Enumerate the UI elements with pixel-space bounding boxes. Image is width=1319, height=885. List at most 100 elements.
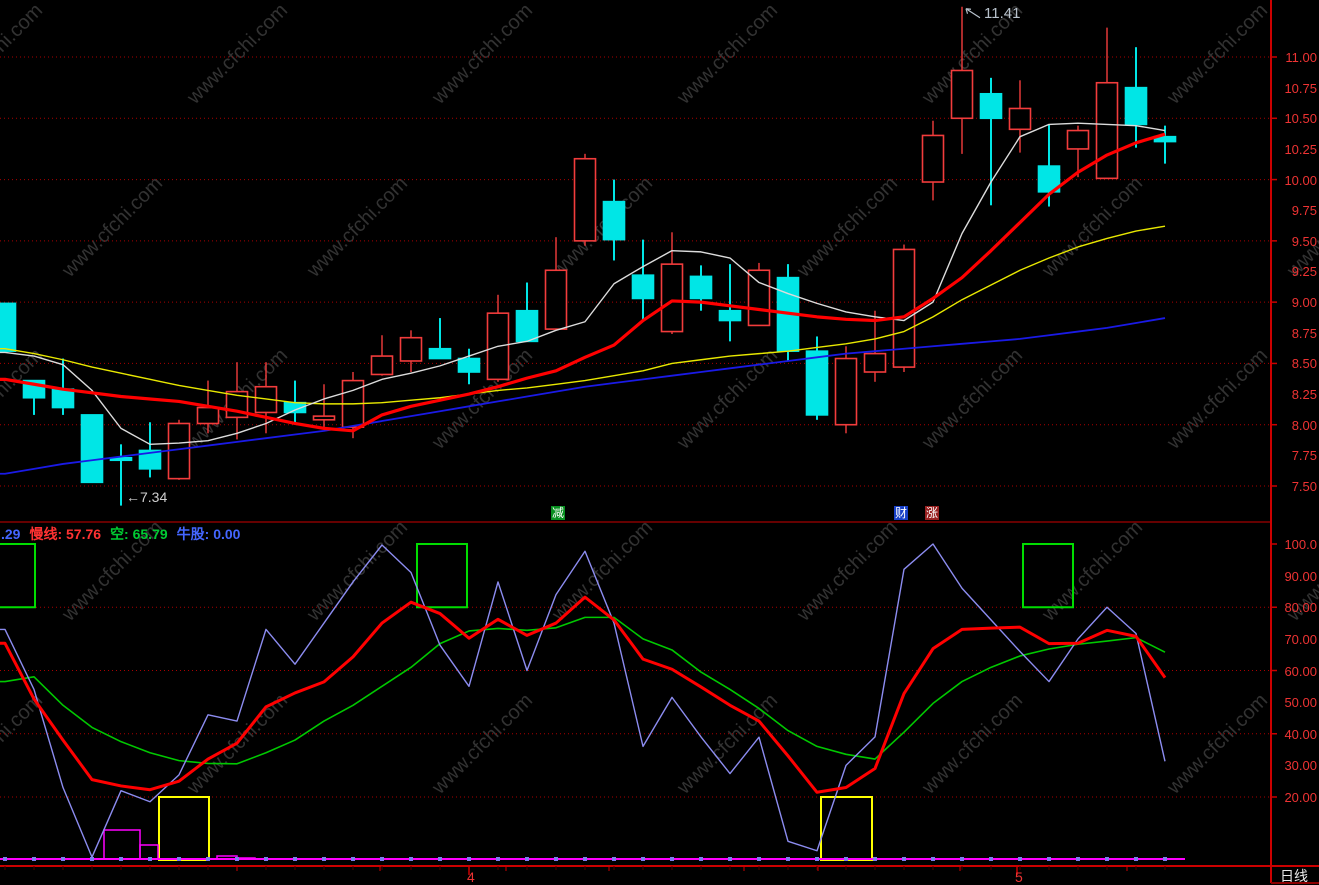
- signal-box-green: [416, 543, 468, 609]
- kong_green-line: [0, 616, 1166, 765]
- watermark-text: www.cfchi.com: [302, 516, 412, 626]
- price-axis-label: 11.00: [1285, 50, 1317, 65]
- watermark-text: www.cfchi.com: [427, 0, 537, 109]
- baseline-dot: [206, 857, 210, 861]
- candle-up: [196, 406, 220, 425]
- candle-up: [1095, 81, 1119, 180]
- candle-down: [109, 457, 133, 462]
- baseline-dot: [525, 857, 529, 861]
- baseline-dot: [641, 857, 645, 861]
- indicator-bull-label: 牛股: 0.00: [176, 526, 241, 542]
- price-axis-label: 9.25: [1291, 264, 1317, 280]
- candle-up: [863, 352, 887, 373]
- baseline-dot: [1163, 857, 1167, 861]
- marker-badge: 财: [894, 506, 909, 520]
- candle-up: [834, 357, 858, 426]
- baseline-dot: [32, 857, 36, 861]
- annotation-arrow: [965, 8, 981, 19]
- candle-down: [979, 92, 1003, 120]
- price-axis-label: 10.50: [1284, 111, 1317, 127]
- candle-down: [428, 347, 452, 360]
- candle-down: [51, 388, 75, 409]
- price-axis-label: 8.50: [1291, 356, 1317, 372]
- signal-box-yellow: [820, 796, 873, 861]
- candle-down: [718, 309, 742, 322]
- indicator-kong-label: 空: 65.79: [110, 526, 168, 542]
- baseline-dot: [989, 857, 993, 861]
- baseline-dot: [119, 857, 123, 861]
- baseline-dot: [699, 857, 703, 861]
- baseline-dot: [1047, 857, 1051, 861]
- baseline-dot: [815, 857, 819, 861]
- baseline-dot: [844, 857, 848, 861]
- annotation-arrow: [965, 8, 969, 14]
- ma_blue-line: [0, 317, 1166, 475]
- candle-down: [80, 414, 104, 484]
- candle-up: [544, 269, 568, 330]
- baseline-dot: [1018, 857, 1022, 861]
- candle-up: [747, 269, 771, 327]
- candle-up: [312, 415, 336, 421]
- candle-down: [457, 357, 481, 373]
- candle-down: [1037, 165, 1061, 193]
- baseline-dot: [177, 857, 181, 861]
- candle-up: [892, 248, 916, 368]
- watermark-text: www.cfchi.com: [547, 172, 657, 282]
- baseline-dot: [786, 857, 790, 861]
- signal-box-green: [0, 543, 36, 609]
- watermark-text: www.cfchi.com: [1037, 516, 1147, 626]
- baseline-dot: [496, 857, 500, 861]
- candle-down: [805, 350, 829, 416]
- x-axis-month-may: 5: [1015, 869, 1023, 885]
- watermark-text: www.cfchi.com: [0, 0, 47, 109]
- watermark-text: www.cfchi.com: [672, 689, 782, 799]
- baseline-dot: [322, 857, 326, 861]
- candle-up: [399, 336, 423, 362]
- indicator-fast-value: .29: [1, 526, 21, 542]
- price-axis-label: 10.25: [1284, 141, 1317, 157]
- period-daily-label[interactable]: 日线: [1280, 868, 1308, 884]
- candle-up: [1066, 129, 1090, 150]
- price-axis-label: 7.75: [1291, 448, 1317, 464]
- baseline-dot: [264, 857, 268, 861]
- price-axis-label: 10.75: [1284, 80, 1317, 96]
- candle-up: [370, 355, 394, 376]
- fast_blue-line: [0, 543, 1166, 858]
- candle-up: [660, 263, 684, 333]
- baseline-dot: [612, 857, 616, 861]
- price-axis-label: 8.00: [1291, 417, 1317, 433]
- candle-down: [0, 302, 17, 352]
- volume-step-magenta: [103, 829, 141, 860]
- annotation-high-price: 11.41: [984, 5, 1021, 22]
- indicator-axis-label: 70.00: [1284, 631, 1317, 647]
- watermark-text: www.cfchi.com: [672, 0, 782, 109]
- candle-down: [602, 200, 626, 241]
- signal-box-green: [1022, 543, 1074, 609]
- price-axis-label: 9.75: [1291, 203, 1317, 219]
- indicator-axis-label: 80.00: [1284, 600, 1317, 616]
- indicator-axis-label: 30.00: [1284, 758, 1317, 774]
- baseline-dot: [235, 857, 239, 861]
- price-axis-label: 8.25: [1291, 387, 1317, 403]
- baseline-dot: [1134, 857, 1138, 861]
- candle-up: [921, 134, 945, 183]
- baseline-dot: [931, 857, 935, 861]
- ma_yellow-line: [0, 225, 1166, 405]
- indicator-axis-label: 90.00: [1284, 568, 1317, 584]
- baseline-dot: [351, 857, 355, 861]
- ma_red-line: [0, 132, 1166, 433]
- price-axis-label: 9.50: [1291, 233, 1317, 249]
- indicator-label-row: .29 慢线: 57.76 空: 65.79 牛股: 0.00: [1, 527, 249, 541]
- watermark-text: www.cfchi.com: [0, 344, 47, 454]
- candle-down: [631, 274, 655, 300]
- watermark-text: www.cfchi.com: [57, 172, 167, 282]
- watermark-text: www.cfchi.com: [917, 689, 1027, 799]
- watermark-text: www.cfchi.com: [792, 172, 902, 282]
- indicator-axis-label: 100.0: [1284, 537, 1317, 552]
- indicator-axis-label: 60.00: [1284, 663, 1317, 679]
- candle-down: [1124, 86, 1148, 126]
- baseline-dot: [757, 857, 761, 861]
- marker-badge: 涨: [925, 506, 940, 520]
- signal-box-yellow: [158, 796, 210, 861]
